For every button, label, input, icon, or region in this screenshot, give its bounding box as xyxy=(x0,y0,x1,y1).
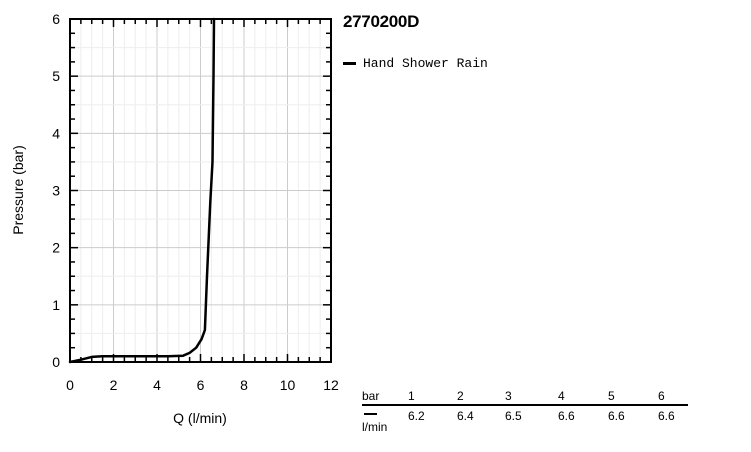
flow-table-flow-cell: 6.2 xyxy=(408,409,425,423)
x-tick-label: 2 xyxy=(110,377,118,393)
y-tick-label: 2 xyxy=(52,240,60,256)
y-tick-label: 3 xyxy=(52,183,60,199)
flow-table-pressure-cell: 4 xyxy=(558,389,565,403)
y-tick-label: 5 xyxy=(52,68,60,84)
x-tick-label: 0 xyxy=(66,377,74,393)
flow-table-pressure-header: bar xyxy=(362,389,380,403)
flow-table-flow-cell: 6.6 xyxy=(658,409,675,423)
legend-label: Hand Shower Rain xyxy=(363,56,488,71)
flow-table-pressure-cell: 3 xyxy=(505,389,512,403)
flow-table-flow-cell: 6.5 xyxy=(505,409,522,423)
flow-table-flow-cell: 6.6 xyxy=(608,409,625,423)
legend-swatch xyxy=(343,62,356,65)
flow-table-rule xyxy=(362,404,688,406)
y-tick-label: 1 xyxy=(52,297,60,313)
x-tick-label: 4 xyxy=(153,377,161,393)
chart-grid xyxy=(70,19,331,362)
series-line-hand-shower-rain xyxy=(68,17,216,364)
flow-table-pressure-cell: 6 xyxy=(658,389,665,403)
x-tick-label: 12 xyxy=(323,377,339,393)
flow-table-pressure-cell: 5 xyxy=(608,389,615,403)
x-axis-title: Q (l/min) xyxy=(173,410,227,426)
chart-title: 2770200D xyxy=(343,12,420,31)
flow-table: bar 1 2 3 4 5 6 l/min 6.2 6.4 6.5 6.6 6.… xyxy=(362,389,688,437)
flow-table-pressure-cell: 2 xyxy=(457,389,464,403)
x-tick-label: 8 xyxy=(240,377,248,393)
flow-table-series-swatch xyxy=(364,413,377,415)
flow-table-pressure-cell: 1 xyxy=(408,389,415,403)
y-axis-title: Pressure (bar) xyxy=(10,145,26,234)
y-tick-label: 0 xyxy=(52,354,60,370)
x-tick-label: 10 xyxy=(280,377,296,393)
x-tick-label: 6 xyxy=(197,377,205,393)
y-tick-label: 4 xyxy=(52,125,60,141)
legend: Hand Shower Rain xyxy=(343,56,488,71)
flow-table-flow-header: l/min xyxy=(362,420,388,434)
flow-table-flow-cell: 6.4 xyxy=(457,409,474,423)
flow-table-flow-cell: 6.6 xyxy=(558,409,575,423)
y-tick-label: 6 xyxy=(52,11,60,27)
